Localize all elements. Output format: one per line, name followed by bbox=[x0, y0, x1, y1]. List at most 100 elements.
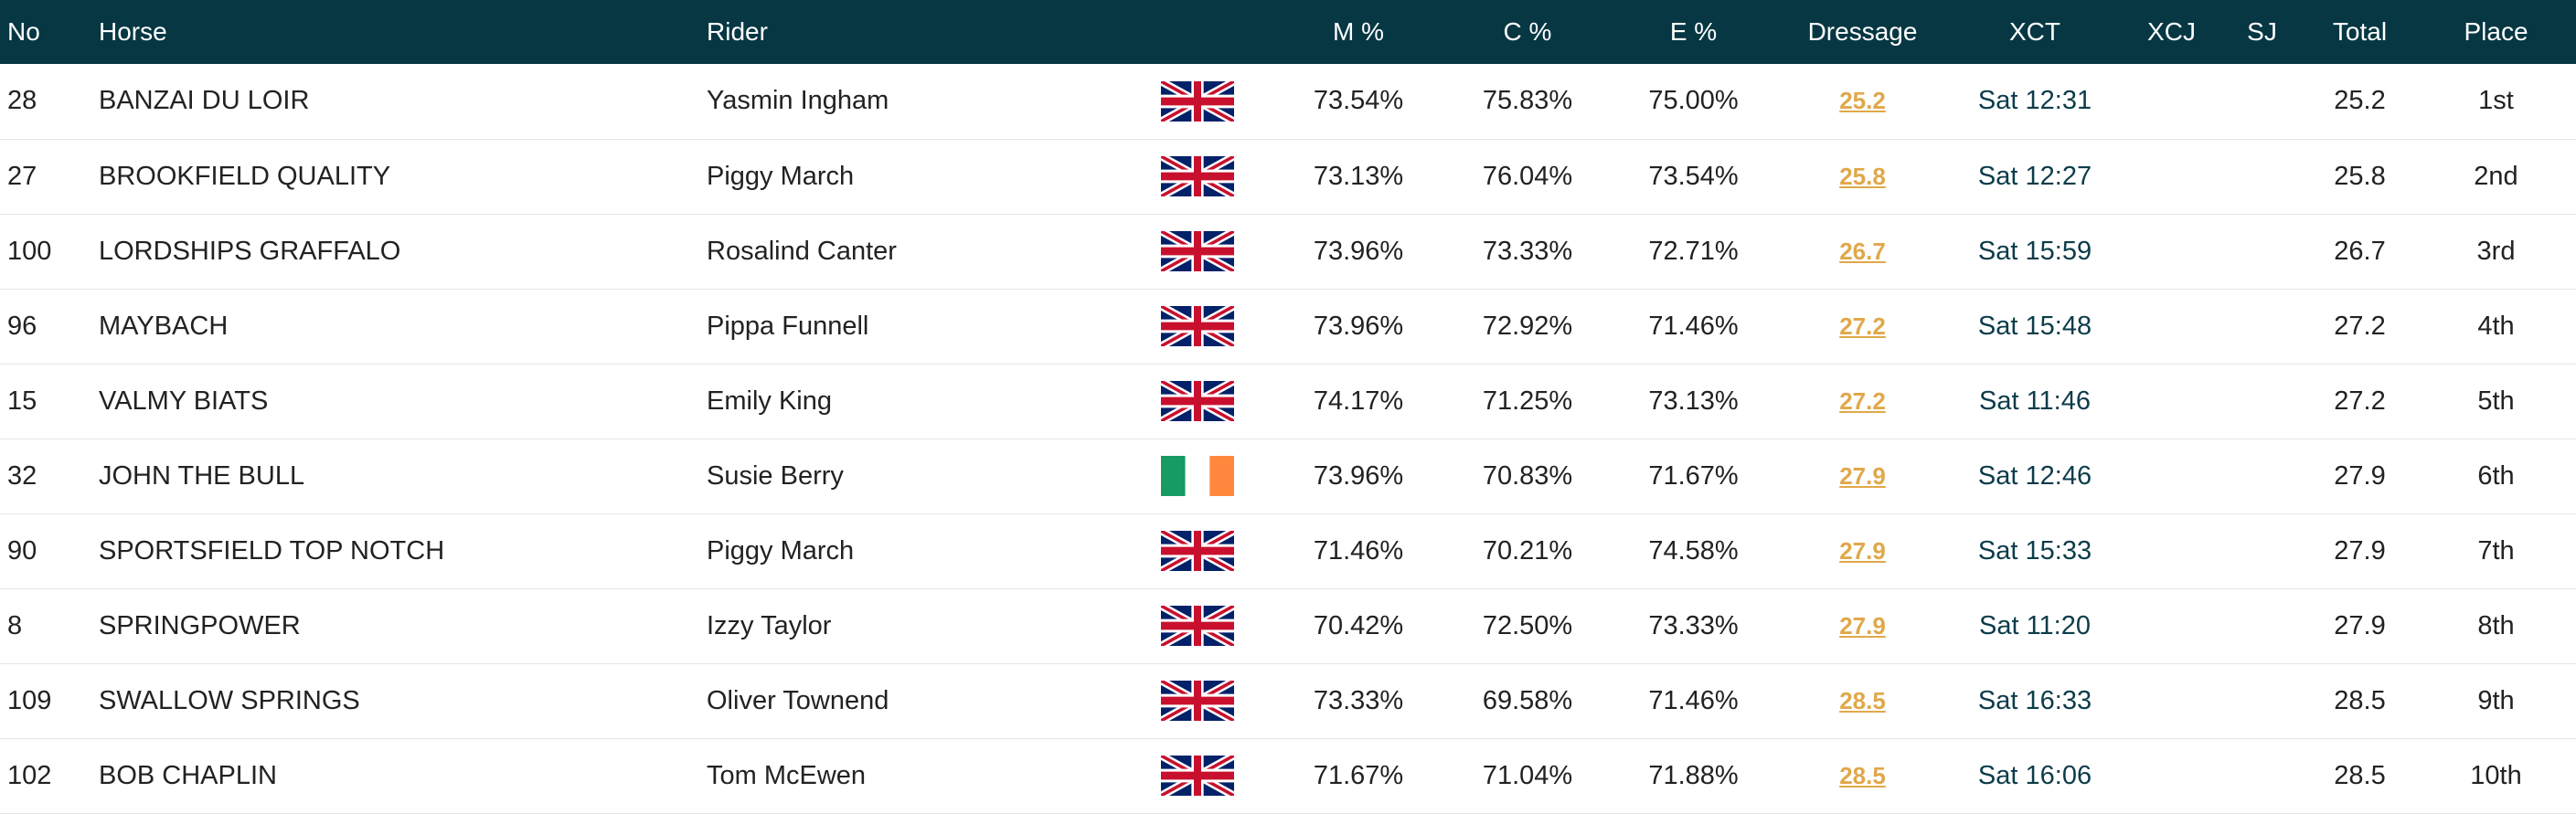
cell-dressage: 27.9 bbox=[1778, 513, 1947, 588]
cell-xct: Sat 11:46 bbox=[1978, 386, 2091, 416]
table-row[interactable]: 27 BROOKFIELD QUALITY Piggy March 73.13% 76.… bbox=[0, 139, 2576, 214]
cell-e: 73.33% bbox=[1648, 610, 1739, 640]
dressage-score-link[interactable]: 27.9 bbox=[1839, 611, 1886, 640]
cell-dressage: 25.2 bbox=[1778, 64, 1947, 139]
cell-sj bbox=[2220, 738, 2304, 813]
cell-horse: LORDSHIPS GRAFFALO bbox=[99, 236, 401, 266]
header-c[interactable]: C % bbox=[1503, 17, 1552, 46]
header-xcj[interactable]: XCJ bbox=[2147, 17, 2196, 46]
header-horse[interactable]: Horse bbox=[99, 17, 167, 46]
header-rider[interactable]: Rider bbox=[707, 17, 768, 46]
cell-sj bbox=[2220, 663, 2304, 738]
cell-m: 70.42% bbox=[1313, 610, 1404, 640]
table-row[interactable]: 96 MAYBACH Pippa Funnell 73.96% 72.92% 71.46%… bbox=[0, 289, 2576, 364]
table-row[interactable]: 8 SPRINGPOWER Izzy Taylor 70.42% 72.50% 73.33… bbox=[0, 588, 2576, 663]
great-britain-flag-icon bbox=[1159, 752, 1236, 799]
cell-xcj bbox=[2123, 588, 2220, 663]
cell-m: 71.67% bbox=[1313, 760, 1404, 790]
cell-dressage: 26.7 bbox=[1778, 214, 1947, 289]
cell-sj bbox=[2220, 588, 2304, 663]
cell-c: 69.58% bbox=[1482, 685, 1573, 715]
cell-e: 71.46% bbox=[1648, 311, 1739, 341]
header-total[interactable]: Total bbox=[2332, 17, 2388, 46]
cell-m: 71.46% bbox=[1313, 535, 1404, 566]
dressage-score-link[interactable]: 27.2 bbox=[1839, 312, 1886, 340]
cell-e: 71.67% bbox=[1648, 460, 1739, 491]
cell-e: 72.71% bbox=[1648, 236, 1739, 266]
header-e[interactable]: E % bbox=[1669, 17, 1718, 46]
dressage-score-link[interactable]: 25.2 bbox=[1839, 87, 1886, 115]
cell-e: 75.00% bbox=[1648, 86, 1739, 116]
great-britain-flag-icon bbox=[1159, 227, 1236, 275]
dressage-score-link[interactable]: 25.8 bbox=[1839, 162, 1886, 190]
cell-xct: Sat 12:31 bbox=[1977, 86, 2092, 116]
table-row[interactable]: 109 SWALLOW SPRINGS Oliver Townend 73.33% 69… bbox=[0, 663, 2576, 738]
cell-xcj bbox=[2123, 439, 2220, 513]
cell-place: 4th bbox=[2477, 311, 2515, 341]
dressage-score-link[interactable]: 28.5 bbox=[1839, 761, 1886, 789]
header-dressage[interactable]: Dressage bbox=[1807, 17, 1918, 46]
cell-sj bbox=[2220, 439, 2304, 513]
table-row[interactable]: 32 JOHN THE BULL Susie Berry 73.96% 70.83% 71… bbox=[0, 439, 2576, 513]
cell-c: 71.04% bbox=[1482, 760, 1573, 790]
cell-c: 73.33% bbox=[1482, 236, 1573, 266]
great-britain-flag-icon bbox=[1159, 302, 1236, 350]
cell-rider: Tom McEwen bbox=[707, 760, 867, 790]
cell-xct: Sat 15:33 bbox=[1977, 535, 2092, 566]
header-no[interactable]: No bbox=[7, 17, 40, 46]
great-britain-flag-icon bbox=[1159, 527, 1236, 575]
table-row[interactable]: 28 BANZAI DU LOIR Yasmin Ingham 73.54% 75.83… bbox=[0, 64, 2576, 139]
table-row[interactable]: 102 BOB CHAPLIN Tom McEwen 71.67% 71.04% 71.8… bbox=[0, 738, 2576, 813]
cell-e: 73.13% bbox=[1648, 386, 1739, 416]
cell-total: 26.7 bbox=[2334, 236, 2386, 266]
cell-m: 74.17% bbox=[1313, 386, 1404, 416]
table-row[interactable]: 90 SPORTSFIELD TOP NOTCH Piggy March 71.46%… bbox=[0, 513, 2576, 588]
header-sj[interactable]: SJ bbox=[2247, 17, 2277, 46]
cell-c: 76.04% bbox=[1482, 161, 1573, 191]
cell-no: 32 bbox=[7, 460, 37, 491]
dressage-score-link[interactable]: 27.9 bbox=[1839, 536, 1886, 565]
cell-m: 73.96% bbox=[1313, 460, 1404, 491]
great-britain-flag-icon bbox=[1159, 377, 1236, 425]
cell-xct: Sat 12:27 bbox=[1977, 161, 2092, 191]
header-place[interactable]: Place bbox=[2464, 17, 2528, 46]
cell-total: 27.9 bbox=[2334, 610, 2386, 640]
cell-xcj bbox=[2123, 663, 2220, 738]
table-row[interactable]: 100 LORDSHIPS GRAFFALO Rosalind Canter 73.9… bbox=[0, 214, 2576, 289]
dressage-score-link[interactable]: 27.9 bbox=[1839, 461, 1886, 490]
ireland-flag-icon bbox=[1161, 456, 1234, 496]
cell-no: 109 bbox=[7, 685, 52, 715]
cell-horse: SPORTSFIELD TOP NOTCH bbox=[99, 535, 445, 566]
cell-flag bbox=[1124, 663, 1271, 738]
cell-no: 27 bbox=[7, 161, 37, 191]
header-xct[interactable]: XCT bbox=[2009, 17, 2060, 46]
cell-sj bbox=[2220, 513, 2304, 588]
cell-xcj bbox=[2123, 139, 2220, 214]
cell-sj bbox=[2220, 64, 2304, 139]
cell-xct: Sat 16:06 bbox=[1977, 760, 2092, 790]
cell-dressage: 28.5 bbox=[1778, 663, 1947, 738]
cell-place: 6th bbox=[2477, 460, 2515, 491]
cell-flag bbox=[1124, 588, 1271, 663]
cell-sj bbox=[2220, 289, 2304, 364]
cell-xct: Sat 12:46 bbox=[1977, 460, 2092, 491]
cell-m: 73.96% bbox=[1313, 311, 1404, 341]
cell-rider: Susie Berry bbox=[707, 460, 844, 491]
cell-total: 28.5 bbox=[2334, 685, 2386, 715]
cell-rider: Emily King bbox=[707, 386, 832, 416]
table-row[interactable]: 15 VALMY BIATS Emily King 74.17% 71.25% 73.13… bbox=[0, 364, 2576, 439]
cell-no: 90 bbox=[7, 535, 37, 566]
cell-dressage: 25.8 bbox=[1778, 139, 1947, 214]
dressage-score-link[interactable]: 27.2 bbox=[1839, 386, 1886, 415]
cell-no: 96 bbox=[7, 311, 37, 341]
dressage-score-link[interactable]: 28.5 bbox=[1839, 686, 1886, 714]
cell-total: 25.8 bbox=[2334, 161, 2386, 191]
header-m[interactable]: M % bbox=[1333, 17, 1384, 46]
cell-c: 75.83% bbox=[1482, 86, 1573, 116]
cell-place: 9th bbox=[2477, 685, 2515, 715]
dressage-score-link[interactable]: 26.7 bbox=[1839, 237, 1886, 265]
cell-rider: Pippa Funnell bbox=[707, 311, 869, 341]
great-britain-flag-icon bbox=[1159, 677, 1236, 724]
cell-place: 5th bbox=[2477, 386, 2515, 416]
